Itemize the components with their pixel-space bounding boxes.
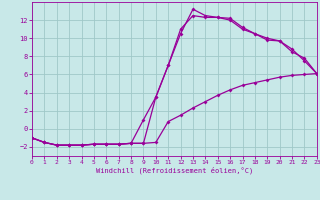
X-axis label: Windchill (Refroidissement éolien,°C): Windchill (Refroidissement éolien,°C)	[96, 167, 253, 174]
